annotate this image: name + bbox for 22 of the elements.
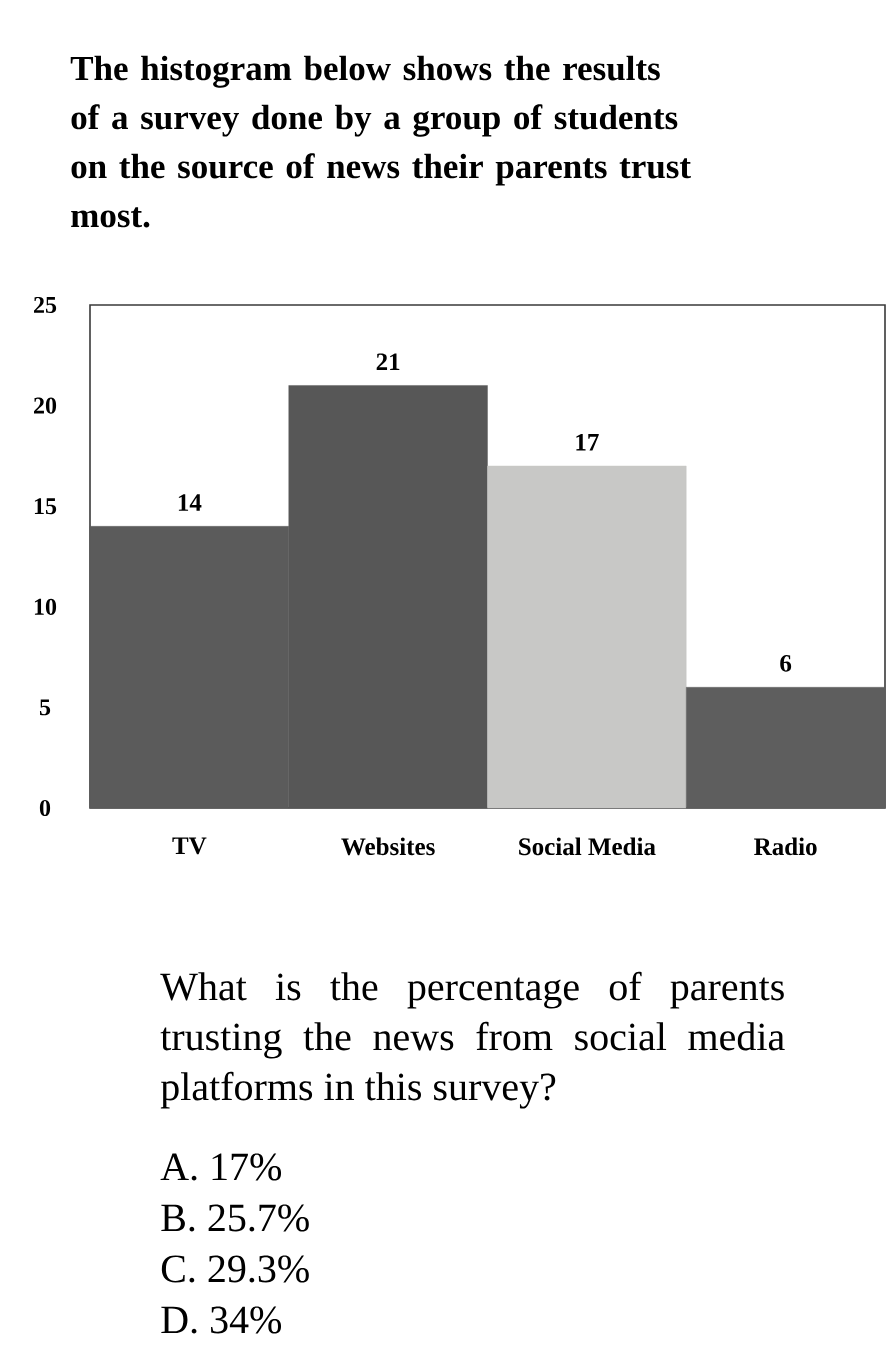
text: B. 25.7% <box>161 1204 309 1232</box>
chart-title: The histogram below shows the results of a survey done by a group of students on the source of news their parents trust most. <box>70 55 691 228</box>
text: D. 34% <box>161 1306 282 1334</box>
data-label: 6 <box>780 654 792 672</box>
data-label: 14 <box>178 494 202 511</box>
bar <box>686 687 886 809</box>
text: C. 29.3% <box>161 1255 309 1283</box>
text: A. 17% <box>160 1153 282 1181</box>
y-tick-label: 15 <box>34 498 57 515</box>
x-tick-label: TV <box>172 837 207 855</box>
x-tick-label: Social Media <box>519 837 656 856</box>
y-tick-label: 5 <box>39 699 51 716</box>
x-tick-label: Websites <box>341 837 435 856</box>
y-tick-label: 0 <box>39 799 51 817</box>
x-tick-label: Radio <box>754 837 817 856</box>
y-tick-label: 10 <box>34 598 57 615</box>
bar <box>487 465 687 809</box>
data-label: 21 <box>376 353 400 370</box>
y-tick-label: 20 <box>34 397 57 414</box>
text: What is the percentage of parents trusting the news from social media platforms in this survey? <box>160 971 785 1109</box>
y-tick-label: 25 <box>34 296 57 314</box>
data-label: 17 <box>576 433 599 451</box>
